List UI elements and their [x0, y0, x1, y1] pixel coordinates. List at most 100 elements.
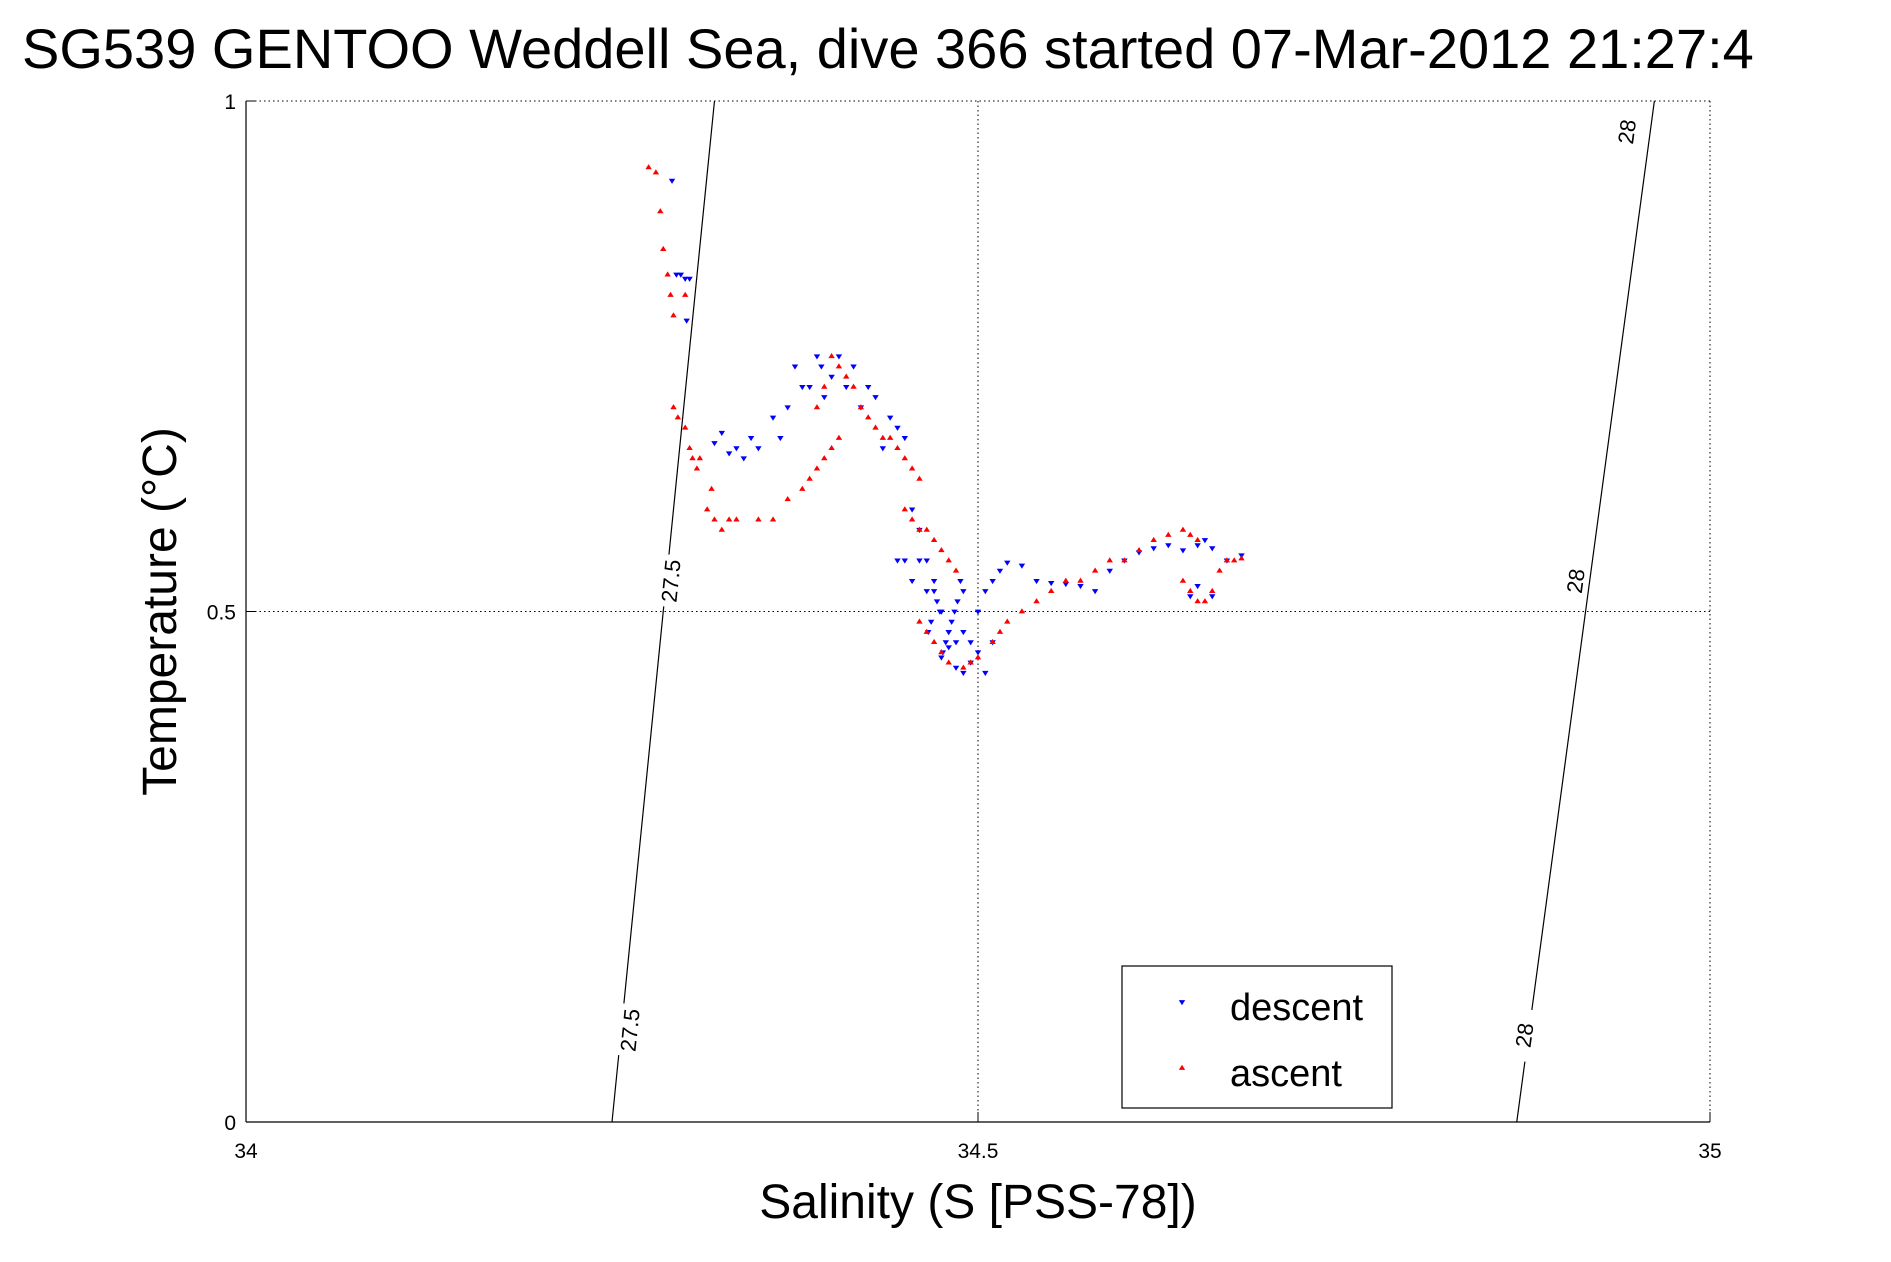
isopycnal-label: 28: [1562, 567, 1590, 595]
ascent-point: [645, 164, 652, 170]
descent-point: [784, 405, 791, 411]
ascent-point: [857, 404, 865, 410]
ascent-point: [843, 373, 850, 379]
descent-point: [945, 645, 952, 651]
descent-point: [673, 272, 680, 278]
ascent-point: [1165, 531, 1172, 537]
descent-point: [872, 395, 879, 401]
ascent-point: [828, 353, 835, 359]
descent-point: [901, 558, 908, 564]
ascent-point: [1033, 598, 1040, 604]
descent-point: [908, 578, 916, 585]
ascent-point: [1209, 587, 1216, 593]
ascent-point: [813, 465, 821, 471]
descent-point: [933, 599, 941, 605]
ascent-point: [657, 208, 664, 214]
descent-point: [927, 619, 935, 625]
descent-point: [769, 415, 777, 421]
descent-point: [982, 589, 989, 595]
y-tick-label: 1: [224, 91, 236, 114]
ascent-point: [1187, 587, 1194, 593]
descent-point: [1062, 582, 1070, 588]
ascent-point: [652, 169, 660, 175]
ascent-point: [1062, 577, 1070, 583]
ascent-point: [689, 455, 696, 461]
ascent-point: [674, 414, 682, 420]
isopycnal-label-bg: [1610, 104, 1643, 160]
ascent-point: [879, 434, 887, 440]
isopycnal-label-bg: [655, 553, 687, 609]
ascent-point: [664, 271, 671, 277]
isopycnal-label-bg: [614, 1002, 646, 1058]
legend-label-ascent: ascent: [1230, 1053, 1342, 1095]
legend: descent ascent: [1121, 965, 1393, 1109]
ascent-point: [945, 659, 952, 665]
descent-point: [923, 589, 930, 595]
descent-point: [711, 441, 718, 447]
ascent-point: [835, 363, 843, 369]
ascent-point: [967, 659, 974, 665]
descent-point: [894, 425, 901, 431]
ascent-point: [1187, 531, 1194, 537]
ascent-point: [686, 444, 693, 451]
ascent-point: [813, 404, 821, 410]
descent-point: [948, 619, 955, 625]
ascent-point: [1106, 557, 1113, 563]
descent-point: [989, 578, 996, 585]
ascent-point: [901, 455, 908, 461]
ascent-point: [821, 455, 828, 461]
descent-point: [677, 272, 685, 278]
descent-point: [936, 609, 944, 615]
descent-point: [1194, 584, 1201, 590]
descent-point: [930, 578, 938, 585]
ascent-point: [960, 664, 967, 670]
descent-point: [733, 446, 740, 452]
ascent-point: [1201, 598, 1209, 604]
ascent-point: [1231, 557, 1238, 563]
descent-point: [1091, 589, 1099, 595]
descent-point: [954, 599, 961, 605]
legend-box: [1121, 965, 1393, 1109]
descent-point: [1077, 584, 1084, 590]
descent-point: [1179, 548, 1187, 554]
descent-point: [886, 415, 894, 421]
descent-point: [952, 640, 960, 646]
ascent-point: [945, 557, 952, 563]
descent-point: [923, 558, 930, 564]
descent-point: [686, 276, 693, 282]
descent-point: [901, 436, 908, 442]
ascent-point: [908, 465, 916, 471]
descent-point: [957, 578, 964, 585]
ascent-point: [1179, 526, 1187, 532]
ascent-point: [828, 444, 835, 451]
ascent-point: [733, 516, 740, 522]
isopycnal-label: 27.5: [656, 558, 685, 603]
descent-point: [974, 609, 982, 615]
ascent-point: [821, 383, 828, 389]
isopycnal-label-bg: [1558, 553, 1592, 609]
descent-point: [755, 446, 762, 452]
descent-point: [725, 451, 733, 457]
descent-point: [942, 640, 949, 646]
descent-point: [1201, 538, 1209, 544]
descent-point: [1209, 594, 1216, 600]
descent-point: [930, 589, 938, 595]
ascent-point: [1194, 536, 1201, 542]
x-tick-label: 35: [1698, 1140, 1721, 1163]
ascent-point: [1223, 557, 1231, 563]
descent-point: [952, 665, 960, 671]
ascent-point: [996, 628, 1004, 634]
ascent-point: [850, 383, 857, 389]
ascent-point: [1048, 587, 1055, 593]
data-points: [645, 164, 1245, 676]
descent-point: [938, 655, 945, 661]
ascent-point: [930, 638, 938, 645]
ascent-point: [923, 526, 930, 532]
ascent-point: [670, 404, 677, 410]
ascent-point: [784, 495, 791, 502]
y-tick-label: 0.5: [207, 602, 236, 625]
ascent-point: [708, 485, 715, 491]
ascent-point: [938, 547, 945, 553]
ascent-point: [1121, 557, 1128, 563]
descent-point: [945, 630, 952, 636]
